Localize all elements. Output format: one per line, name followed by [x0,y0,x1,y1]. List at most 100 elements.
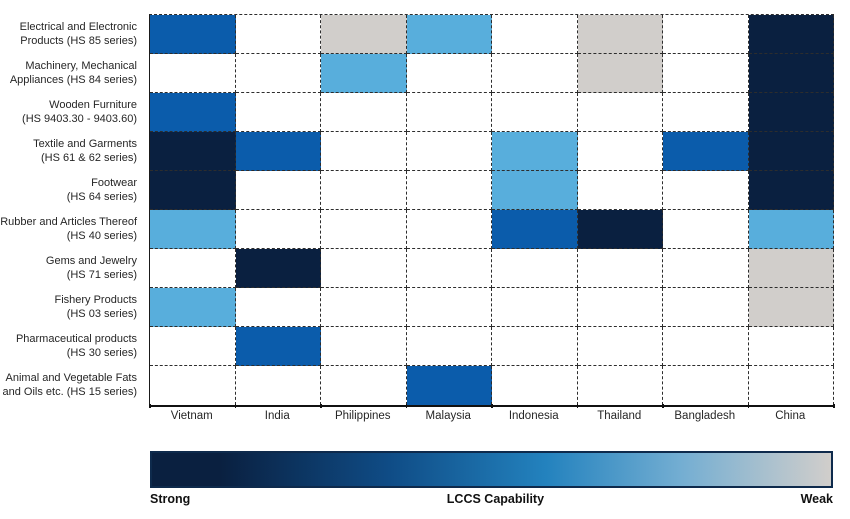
heatmap-cell [321,288,407,327]
legend: Strong LCCS Capability Weak [150,492,833,506]
legend-weak-label: Weak [800,492,833,506]
column-label: India [264,410,290,422]
heatmap-cell [321,54,407,93]
heatmap-cell [321,327,407,366]
heatmap-cell [321,132,407,171]
axis-tick [662,404,664,408]
legend-strong-label: Strong [150,492,191,506]
axis-tick [576,404,578,408]
heatmap-cell [577,210,663,249]
heatmap-cell [663,249,749,288]
heatmap-cell [748,15,834,54]
heatmap-cell [150,171,236,210]
heatmap-cell [492,54,578,93]
heatmap-cell [406,54,492,93]
row-label: Electrical and Electronic Products (HS 85… [19,20,137,47]
axis-tick [234,404,236,408]
heatmap-cell [150,366,236,405]
heatmap-cell [235,327,321,366]
axis-tick [747,404,749,408]
axis-tick [491,404,493,408]
heatmap-cell [663,171,749,210]
column-label: Vietnam [170,410,213,422]
axis-tick [405,404,407,408]
column-label: Bangladesh [674,410,736,422]
heatmap-cell [235,93,321,132]
row-label: Gems and Jewelry (HS 71 series) [45,254,137,281]
heatmap-cell [150,15,236,54]
heatmap-cell [492,210,578,249]
heatmap-cell [150,93,236,132]
heatmap-cell [492,132,578,171]
heatmap-cell [235,366,321,405]
heatmap-cell [577,171,663,210]
heatmap-cell [235,210,321,249]
heatmap-cell [235,54,321,93]
legend-gradient-bar [150,451,833,488]
axis-tick [320,404,322,408]
heatmap-cell [406,210,492,249]
heatmap-cell [577,249,663,288]
heatmap-cell [321,93,407,132]
row-label: Fishery Products (HS 03 series) [54,293,137,320]
heatmap-cell [492,93,578,132]
heatmap-cell [663,93,749,132]
heatmap-cell [321,15,407,54]
row-label: Pharmaceutical products (HS 30 series) [15,332,137,359]
heatmap-cell [150,210,236,249]
row-label: Wooden Furniture (HS 9403.30 - 9403.60) [22,98,137,125]
heatmap-cell [321,210,407,249]
heatmap-cell [748,54,834,93]
heatmap-cell [492,327,578,366]
heatmap-cell [492,366,578,405]
heatmap-cell [748,366,834,405]
column-label: Philippines [334,410,391,422]
heatmap-cell [406,132,492,171]
heatmap-grid [149,14,834,407]
heatmap-cell [406,171,492,210]
heatmap-cell [406,249,492,288]
heatmap-cell [663,15,749,54]
heatmap-cell [321,366,407,405]
column-label: China [775,410,806,422]
heatmap-cell [235,171,321,210]
heatmap-cell [577,366,663,405]
y-axis-labels: Electrical and Electronic Products (HS 85… [0,14,143,404]
heatmap-cell [577,15,663,54]
heatmap-cell [492,288,578,327]
heatmap-cell [150,288,236,327]
column-label: Thailand [597,410,642,422]
heatmap-cell [150,249,236,288]
row-label: Rubber and Articles Thereof (HS 40 series… [0,215,137,242]
heatmap-cell [577,54,663,93]
heatmap-cell [321,249,407,288]
row-label: Machinery, Mechanical Appliances (HS 84 s… [9,59,137,86]
heatmap-cell [577,327,663,366]
heatmap-cell [748,93,834,132]
row-label: Animal and Vegetable Fats and Oils etc. (… [2,371,138,398]
heatmap-cell [577,93,663,132]
heatmap-cell [235,132,321,171]
heatmap-cell [748,210,834,249]
heatmap-cell [406,15,492,54]
row-label: Footwear (HS 64 series) [66,176,137,203]
heatmap-cell [150,132,236,171]
heatmap-cell [663,288,749,327]
row-label: Textile and Garments (HS 61 & 62 series) [33,137,137,164]
heatmap-cell [406,93,492,132]
axis-tick [833,404,835,408]
heatmap-cell [406,366,492,405]
heatmap-cell [748,171,834,210]
column-label: Malaysia [425,410,471,422]
column-label: Indonesia [508,410,559,422]
heatmap-cell [748,288,834,327]
heatmap-cell [748,132,834,171]
heatmap-cell [406,288,492,327]
heatmap-cell [663,327,749,366]
heatmap-cell [577,132,663,171]
heatmap-cell [663,132,749,171]
x-axis-labels: Vietnam India Philippines Malaysia Indonesia… [149,410,833,426]
heatmap-cell [235,249,321,288]
heatmap-cell [150,54,236,93]
